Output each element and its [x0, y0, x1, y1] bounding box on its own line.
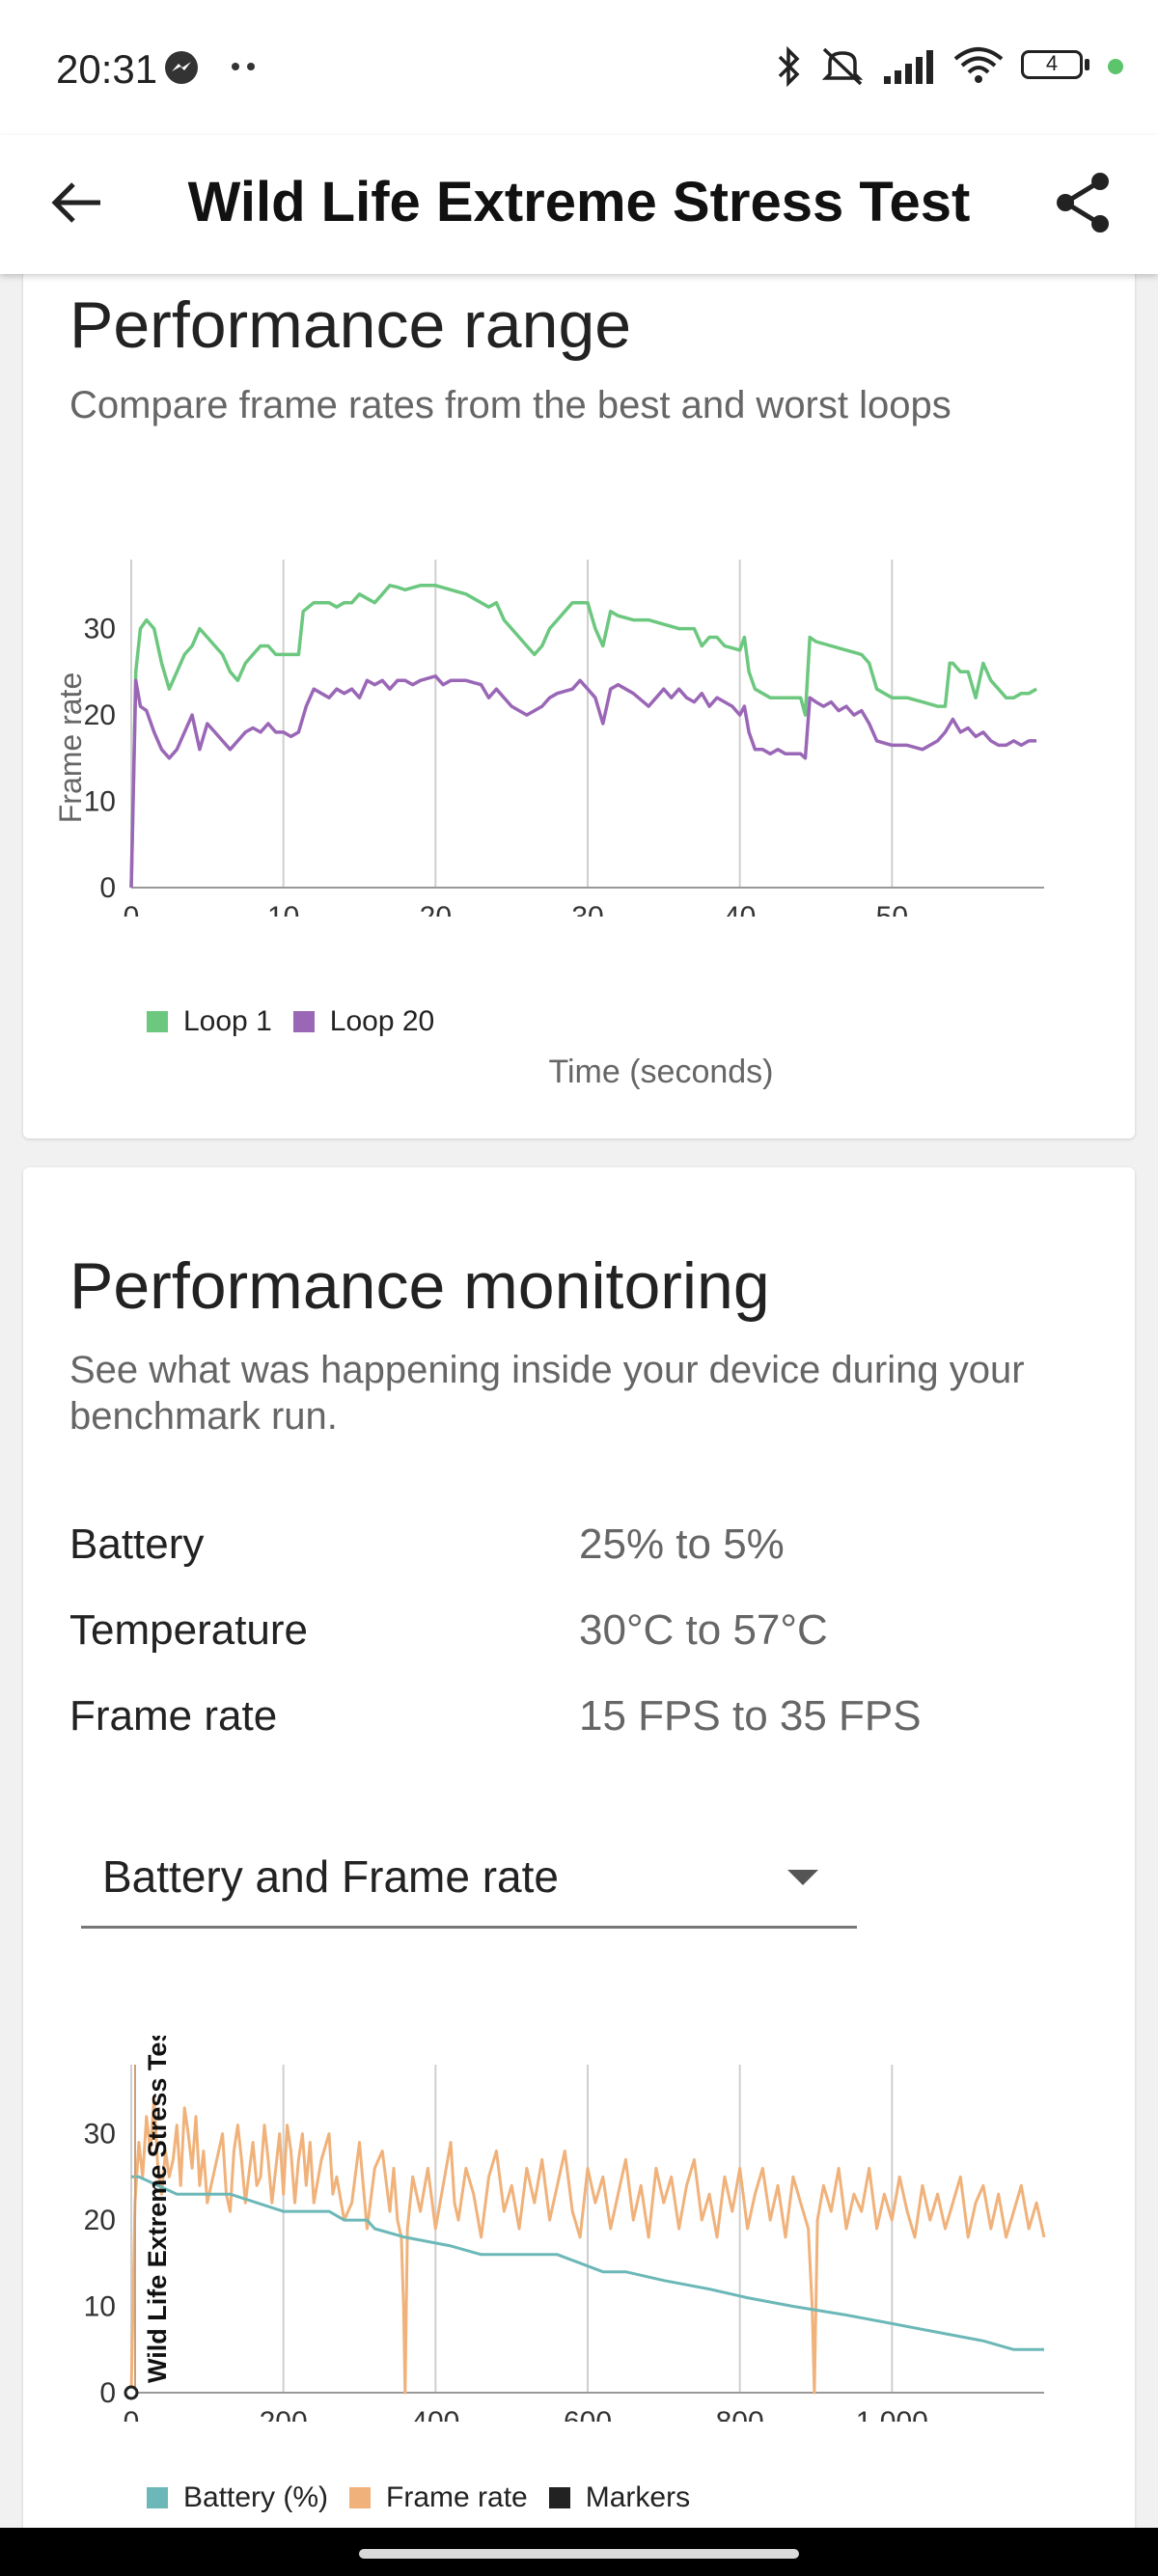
stat-row-battery: Battery 25% to 5% [69, 1521, 1092, 1578]
messenger-icon [165, 51, 198, 84]
range-x-tick-label: 10 [267, 901, 299, 917]
performance-monitoring-title: Performance monitoring [69, 1249, 770, 1323]
battery-level: 4 [1045, 51, 1059, 75]
range-legend-label: Loop 1 [183, 1005, 272, 1037]
x-axis-title: Time (seconds) [548, 1054, 774, 1090]
monitoring-legend-item: Battery (%) [147, 2481, 328, 2514]
performance-range-title: Performance range [69, 288, 632, 362]
range-legend: Loop 1 Loop 20 [147, 1005, 455, 1038]
mute-icon [821, 47, 864, 86]
stat-row-frame-rate: Frame rate 15 FPS to 35 FPS [69, 1692, 1092, 1750]
dropdown-selected-value: Battery and Frame rate [102, 1851, 559, 1902]
chart-type-dropdown[interactable]: Battery and Frame rate [81, 1833, 857, 1929]
dropdown-arrow-icon [787, 1870, 818, 1885]
monitoring-x-tick-label: 600 [564, 2406, 612, 2422]
monitoring-legend: Battery (%) Frame rate Markers [147, 2481, 711, 2514]
monitoring-y-tick-label: 20 [84, 2205, 116, 2236]
bluetooth-icon [778, 45, 800, 88]
performance-range-card: Performance range Compare frame rates fr… [23, 241, 1135, 1138]
range-series-line-2 [129, 674, 1037, 889]
stat-value: 25% to 5% [579, 1521, 785, 1568]
share-button[interactable] [1054, 164, 1121, 241]
monitoring-chart: 0 200 400 600 800 1 000 0 10 20 30 Wild Life Extre… [84, 2036, 1046, 2422]
battery-series-line [131, 2175, 1044, 2351]
status-time: 20:31 [56, 46, 158, 92]
monitoring-x-tick-label: 800 [716, 2406, 764, 2422]
monitoring-legend-swatch [548, 2487, 570, 2508]
share-icon [1057, 173, 1109, 233]
y-axis-title: Frame rate [53, 672, 88, 823]
range-x-tick-label: 30 [571, 901, 603, 917]
page-title: Wild Life Extreme Stress Test [187, 171, 971, 233]
navigation-bar [0, 2528, 1158, 2576]
back-button[interactable] [50, 164, 112, 241]
more-dots-icon [232, 63, 255, 70]
monitoring-legend-item: Frame rate [349, 2481, 528, 2514]
monitoring-y-tick-label: 30 [84, 2119, 116, 2151]
frame-rate-series-line [129, 2097, 1046, 2395]
performance-monitoring-card: Performance monitoring See what was happ… [23, 1167, 1135, 2576]
status-bar: 20:31 4 [0, 0, 1158, 135]
monitoring-legend-swatch [147, 2487, 168, 2508]
range-x-tick-label: 50 [876, 901, 908, 917]
wifi-icon [953, 47, 1004, 83]
arrow-left-icon [51, 182, 100, 223]
monitoring-legend-swatch [349, 2487, 372, 2508]
range-legend-item: Loop 20 [292, 1005, 435, 1038]
stat-row-temperature: Temperature 30°C to 57°C [69, 1606, 1092, 1664]
performance-range-subtitle: Compare frame rates from the best and wo… [69, 384, 951, 426]
performance-range-chart: 0 10 20 30 40 50 0 10 20 30 Frame rate [53, 560, 1044, 917]
range-series-line-1 [129, 584, 1037, 889]
stat-label: Battery [69, 1521, 205, 1568]
monitoring-y-tick-label: 10 [84, 2291, 116, 2323]
stat-label: Temperature [69, 1606, 309, 1654]
monitoring-x-tick-label: 1 000 [856, 2406, 928, 2422]
range-y-tick-label: 0 [99, 872, 116, 904]
stat-label: Frame rate [69, 1692, 278, 1740]
signal-icon [884, 50, 933, 84]
home-gesture-handle[interactable] [359, 2549, 799, 2559]
range-x-tick-label: 40 [724, 901, 756, 917]
performance-monitoring-subtitle: See what was happening inside your devic… [69, 1349, 1025, 1438]
marker-label: Wild Life Extreme Stress Test [143, 2036, 172, 2383]
monitoring-x-tick-label: 0 [124, 2406, 140, 2422]
status-icons: 4 [774, 42, 1123, 91]
app-bar: Wild Life Extreme Stress Test [0, 135, 1158, 274]
monitoring-legend-label: Markers [585, 2481, 691, 2513]
range-legend-swatch [147, 1011, 168, 1032]
battery-icon: 4 [1021, 50, 1090, 83]
stat-value: 30°C to 57°C [579, 1606, 828, 1654]
range-x-tick-label: 0 [124, 901, 140, 917]
monitoring-y-tick-label: 0 [99, 2377, 116, 2409]
monitoring-legend-label: Frame rate [386, 2481, 528, 2513]
range-legend-swatch [292, 1011, 315, 1032]
monitoring-legend-label: Battery (%) [183, 2481, 329, 2513]
status-dot-icon [1108, 59, 1123, 74]
range-y-tick-label: 30 [84, 614, 116, 645]
monitoring-x-tick-label: 400 [411, 2406, 459, 2422]
marker-point[interactable] [124, 2385, 139, 2400]
range-y-tick-label: 20 [84, 699, 116, 731]
range-y-tick-label: 10 [84, 786, 116, 818]
range-legend-label: Loop 20 [329, 1005, 435, 1037]
range-x-tick-label: 20 [420, 901, 452, 917]
monitoring-x-tick-label: 200 [260, 2406, 308, 2422]
stat-value: 15 FPS to 35 FPS [579, 1692, 922, 1740]
monitoring-legend-item: Markers [548, 2481, 691, 2514]
range-legend-item: Loop 1 [147, 1005, 272, 1038]
